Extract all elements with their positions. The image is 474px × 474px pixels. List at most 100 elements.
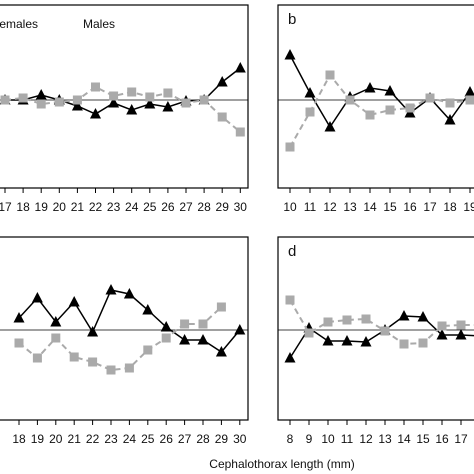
x-tick-label: 20 bbox=[49, 432, 63, 446]
x-tick-label: 20 bbox=[53, 200, 67, 214]
square-marker bbox=[69, 352, 79, 362]
x-tick-label: 15 bbox=[416, 432, 430, 446]
triangle-marker bbox=[87, 326, 99, 337]
x-tick-label: 23 bbox=[104, 432, 118, 446]
square-marker bbox=[51, 333, 61, 343]
triangle-marker bbox=[464, 86, 474, 97]
x-tick-label: 15 bbox=[383, 200, 397, 214]
square-marker bbox=[199, 95, 209, 105]
x-tick-label: 24 bbox=[125, 200, 139, 214]
triangle-marker bbox=[436, 329, 448, 340]
square-marker bbox=[418, 338, 428, 348]
triangle-marker bbox=[31, 292, 43, 303]
square-marker bbox=[181, 98, 191, 108]
square-marker bbox=[216, 302, 226, 312]
square-marker bbox=[54, 97, 64, 107]
square-marker bbox=[465, 95, 474, 105]
x-tick-label: 18 bbox=[12, 432, 26, 446]
square-marker bbox=[217, 112, 227, 122]
square-marker bbox=[380, 326, 390, 336]
square-marker bbox=[342, 315, 352, 325]
x-tick-label: 8 bbox=[287, 432, 294, 446]
square-marker bbox=[163, 88, 173, 98]
series-line bbox=[289, 73, 471, 148]
triangle-marker bbox=[108, 97, 120, 108]
x-tick-label: 18 bbox=[443, 200, 457, 214]
square-marker bbox=[365, 110, 375, 120]
x-tick-label: 22 bbox=[89, 200, 103, 214]
series-line bbox=[289, 54, 471, 129]
x-tick-label: 27 bbox=[179, 200, 193, 214]
x-tick-label: 21 bbox=[68, 432, 82, 446]
triangle-marker bbox=[364, 82, 376, 93]
triangle-marker bbox=[360, 336, 372, 347]
triangle-marker bbox=[13, 312, 25, 323]
square-marker bbox=[198, 319, 208, 329]
x-tick-label: 22 bbox=[86, 432, 100, 446]
panel-letter: d bbox=[288, 243, 296, 260]
square-marker bbox=[145, 92, 155, 102]
square-marker bbox=[425, 93, 435, 103]
square-marker bbox=[304, 328, 314, 338]
x-tick-label: 13 bbox=[343, 200, 357, 214]
triangle-marker bbox=[322, 335, 334, 346]
x-tick-label: 17 bbox=[423, 200, 437, 214]
square-marker bbox=[285, 142, 295, 152]
triangle-marker bbox=[324, 121, 336, 132]
square-marker bbox=[323, 317, 333, 327]
square-marker bbox=[385, 105, 395, 115]
square-marker bbox=[361, 314, 371, 324]
panel-frame bbox=[0, 236, 249, 421]
square-marker bbox=[106, 365, 116, 375]
x-tick-label: 30 bbox=[234, 200, 248, 214]
annotation: Males bbox=[83, 17, 115, 31]
square-marker bbox=[32, 353, 42, 363]
triangle-marker bbox=[215, 346, 227, 357]
panel-frame bbox=[277, 236, 474, 421]
x-tick-label: 28 bbox=[196, 432, 210, 446]
square-marker bbox=[399, 339, 409, 349]
triangle-marker bbox=[144, 98, 156, 109]
x-tick-label: 17 bbox=[454, 432, 468, 446]
x-tick-label: 10 bbox=[283, 200, 297, 214]
x-tick-label: 25 bbox=[141, 432, 155, 446]
square-marker bbox=[161, 333, 171, 343]
triangle-marker bbox=[142, 304, 154, 315]
x-tick-label: 25 bbox=[143, 200, 157, 214]
triangle-marker bbox=[444, 114, 456, 125]
square-marker bbox=[91, 82, 100, 92]
triangle-marker bbox=[160, 321, 172, 332]
triangle-marker bbox=[50, 316, 62, 327]
triangle-marker bbox=[234, 62, 246, 73]
panel-frame bbox=[0, 4, 249, 189]
x-tick-label: 13 bbox=[378, 432, 392, 446]
x-tick-label: 21 bbox=[71, 200, 85, 214]
triangle-marker bbox=[71, 100, 83, 111]
x-tick-label: 12 bbox=[359, 432, 373, 446]
square-marker bbox=[127, 87, 137, 97]
triangle-marker bbox=[284, 49, 296, 60]
square-marker bbox=[180, 319, 190, 329]
triangle-marker bbox=[126, 104, 138, 115]
x-tick-label: 27 bbox=[178, 432, 192, 446]
x-tick-label: 30 bbox=[233, 432, 247, 446]
x-tick-label: 11 bbox=[341, 432, 354, 446]
square-marker bbox=[437, 321, 447, 331]
square-marker bbox=[0, 95, 10, 105]
panel-frame bbox=[277, 4, 474, 189]
square-marker bbox=[235, 127, 245, 137]
triangle-marker bbox=[197, 334, 209, 345]
triangle-marker bbox=[398, 310, 410, 321]
triangle-marker bbox=[417, 311, 429, 322]
x-tick-label: 26 bbox=[160, 432, 174, 446]
panel-letter: b bbox=[288, 11, 296, 28]
x-tick-label: 23 bbox=[107, 200, 121, 214]
square-marker bbox=[345, 95, 355, 105]
x-tick-label: 29 bbox=[216, 200, 230, 214]
triangle-marker bbox=[90, 108, 101, 119]
triangle-marker bbox=[455, 329, 467, 340]
square-marker bbox=[72, 95, 82, 105]
series-line bbox=[18, 306, 223, 372]
x-tick-label: 28 bbox=[197, 200, 211, 214]
